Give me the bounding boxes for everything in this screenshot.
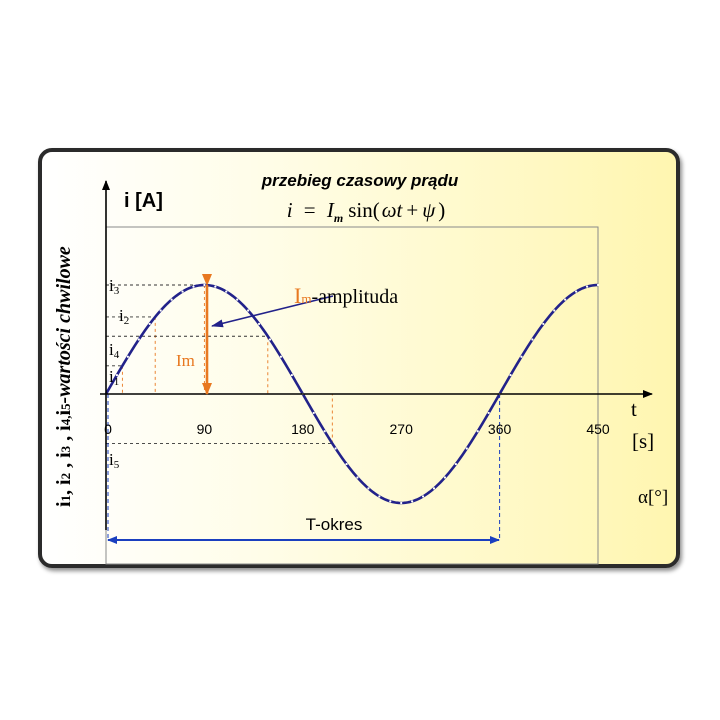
curve-marker xyxy=(432,487,436,490)
amplitude-label: Im-amplituda xyxy=(294,283,398,308)
label-i5: i5 xyxy=(109,450,120,471)
x-tick-label: 270 xyxy=(390,421,414,437)
plot-frame xyxy=(105,226,599,565)
curve-marker xyxy=(585,285,589,288)
x-tick-label: 180 xyxy=(291,421,315,437)
curve-marker xyxy=(389,500,392,503)
label-i2: i2 xyxy=(119,306,129,327)
curve-marker xyxy=(345,462,348,466)
curve-marker xyxy=(596,283,600,287)
x-axis-unit-s: [s] xyxy=(632,429,654,453)
curve-marker xyxy=(531,338,534,341)
curve-marker xyxy=(192,285,195,288)
label-i3: i3 xyxy=(109,276,120,297)
curve-marker xyxy=(181,290,184,293)
curve-marker xyxy=(312,411,315,415)
curve-marker xyxy=(520,355,523,358)
period-label: T-okres xyxy=(306,515,363,534)
curve-marker xyxy=(115,373,119,377)
curve-marker xyxy=(400,501,403,505)
curve-marker xyxy=(367,487,370,490)
label-i1: i1 xyxy=(109,367,119,388)
x-tick-label: 0 xyxy=(104,421,112,437)
x-tick-label: 90 xyxy=(197,421,213,437)
curve-marker xyxy=(564,298,567,301)
curve-marker xyxy=(356,476,359,479)
curve-marker xyxy=(411,500,414,503)
curve-marker xyxy=(290,373,293,377)
y-axis-label: i [A] xyxy=(124,190,163,212)
curve-marker xyxy=(126,355,129,358)
curve-marker xyxy=(170,298,173,301)
label-i4: i4 xyxy=(109,340,120,361)
curve-marker xyxy=(137,338,140,341)
curve-marker xyxy=(225,290,228,293)
curve-marker xyxy=(487,411,490,415)
im-label: Im xyxy=(176,351,195,370)
curve-marker xyxy=(268,338,272,341)
curve-marker xyxy=(334,447,337,450)
curve-marker xyxy=(378,495,381,498)
curve-marker xyxy=(575,290,578,293)
curve-marker xyxy=(454,462,457,466)
curve-marker xyxy=(236,298,239,301)
curve-marker xyxy=(542,322,545,326)
x-tick-label: 450 xyxy=(586,421,610,437)
x-axis-label-alpha: α[°] xyxy=(638,487,668,508)
formula: i = Im sin(ωt + ψ) xyxy=(287,198,446,225)
curve-marker xyxy=(465,447,468,450)
curve-marker xyxy=(247,309,250,312)
curve-marker xyxy=(509,373,512,377)
sine-curve xyxy=(104,283,599,505)
curve-marker xyxy=(421,495,425,498)
curve-marker xyxy=(148,322,151,326)
curve-marker xyxy=(203,283,206,287)
curve-marker xyxy=(257,322,261,326)
curve-marker xyxy=(214,285,217,288)
curve-marker xyxy=(323,430,326,433)
curve-marker xyxy=(159,309,162,312)
chart-title: przebieg czasowy prądu xyxy=(261,171,459,190)
x-tick-label: 360 xyxy=(488,421,512,437)
amplitude-pointer-arrow xyxy=(211,295,334,328)
side-label: i1, i2 , i3 , i4,i5-wartości chwilowe xyxy=(53,246,75,507)
curve-marker xyxy=(476,430,479,433)
curve-marker xyxy=(443,476,447,479)
x-axis-label-t: t xyxy=(631,397,637,421)
curve-marker xyxy=(553,309,556,312)
curve-marker xyxy=(279,355,283,358)
slide-card xyxy=(38,148,680,568)
